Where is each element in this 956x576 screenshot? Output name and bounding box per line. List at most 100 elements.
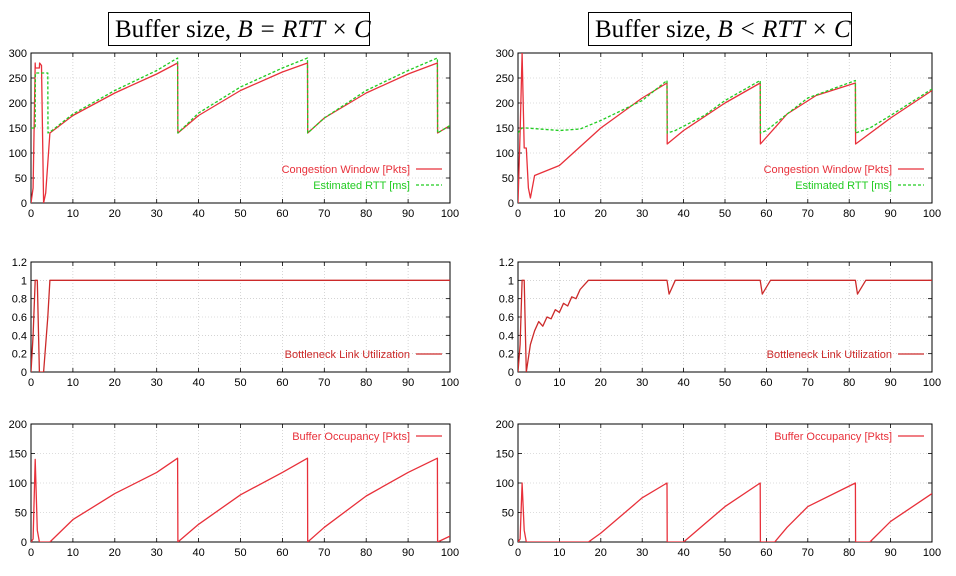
y-tick-label: 0 <box>508 198 514 210</box>
y-tick-label: 0.8 <box>499 294 514 306</box>
y-tick-label: 300 <box>9 48 27 60</box>
legend-label-0: Buffer Occupancy [Pkts] <box>774 431 892 443</box>
x-tick-label: 10 <box>67 377 79 389</box>
title-right-math: B < RTT × C <box>717 16 851 43</box>
y-tick-label: 200 <box>496 419 514 431</box>
x-tick-label: 10 <box>553 547 565 559</box>
x-tick-label: 30 <box>636 547 648 559</box>
y-tick-label: 0 <box>508 367 514 379</box>
x-tick-label: 10 <box>67 547 79 559</box>
right-util-chart: 0 10 20 30 40 50 60 70 80 90 100 0 0.2 0.4 0.6 0.8 1 1.2 B… <box>499 257 941 389</box>
legend-label-0: Buffer Occupancy [Pkts] <box>292 431 410 443</box>
x-tick-label: 60 <box>760 208 772 220</box>
x-tick-label: 80 <box>843 377 855 389</box>
series-line-0 <box>518 482 932 542</box>
x-tick-label: 100 <box>923 377 941 389</box>
x-tick-label: 20 <box>595 208 607 220</box>
x-tick-label: 50 <box>719 208 731 220</box>
y-tick-label: 250 <box>9 73 27 85</box>
y-tick-label: 50 <box>15 508 27 520</box>
y-tick-label: 1 <box>508 275 514 287</box>
x-tick-label: 40 <box>192 547 204 559</box>
x-tick-label: 50 <box>234 208 246 220</box>
title-left: Buffer size, B = RTT × C <box>108 12 371 46</box>
x-tick-label: 70 <box>802 547 814 559</box>
x-tick-label: 70 <box>318 208 330 220</box>
series-line-0 <box>518 279 932 372</box>
x-tick-label: 50 <box>719 377 731 389</box>
x-tick-label: 80 <box>360 547 372 559</box>
y-tick-label: 50 <box>502 508 514 520</box>
x-tick-label: 90 <box>402 208 414 220</box>
y-tick-label: 300 <box>496 48 514 60</box>
x-tick-label: 30 <box>636 208 648 220</box>
x-tick-label: 100 <box>441 547 459 559</box>
y-tick-label: 0.2 <box>499 349 514 361</box>
x-tick-label: 0 <box>515 377 521 389</box>
y-tick-label: 200 <box>496 98 514 110</box>
x-tick-label: 90 <box>884 208 896 220</box>
y-tick-label: 1.2 <box>12 257 27 269</box>
x-tick-label: 60 <box>276 377 288 389</box>
x-tick-label: 50 <box>719 547 731 559</box>
x-tick-label: 40 <box>677 377 689 389</box>
y-tick-label: 150 <box>9 449 27 461</box>
x-tick-label: 20 <box>595 547 607 559</box>
title-right: Buffer size, B < RTT × C <box>588 12 852 46</box>
x-tick-label: 100 <box>923 208 941 220</box>
x-tick-label: 60 <box>276 547 288 559</box>
series-line-1 <box>31 57 450 134</box>
y-tick-label: 200 <box>9 419 27 431</box>
y-tick-label: 0.6 <box>499 312 514 324</box>
series-line-0 <box>31 62 450 203</box>
title-left-math: B = RTT × C <box>237 16 371 43</box>
legend-label-0: Congestion Window [Pkts] <box>764 164 892 176</box>
right-cwnd-chart: 0 10 20 30 40 50 60 70 80 90 100 0 50 100 150 200 250 300… <box>496 48 942 220</box>
x-tick-label: 60 <box>760 547 772 559</box>
y-tick-label: 100 <box>496 148 514 160</box>
y-tick-label: 0 <box>508 537 514 549</box>
right-buffer-chart: 0 10 20 30 40 50 60 70 80 90 100 0 50 100 150 200 Buffer… <box>496 419 942 559</box>
x-tick-label: 20 <box>109 208 121 220</box>
x-tick-label: 20 <box>109 377 121 389</box>
x-tick-label: 30 <box>151 377 163 389</box>
x-tick-label: 80 <box>843 547 855 559</box>
legend-label-0: Congestion Window [Pkts] <box>282 164 410 176</box>
x-tick-label: 80 <box>843 208 855 220</box>
y-tick-label: 150 <box>496 123 514 135</box>
x-tick-label: 30 <box>636 377 648 389</box>
title-left-prefix: Buffer size, <box>115 16 238 43</box>
y-tick-label: 50 <box>15 173 27 185</box>
x-tick-label: 40 <box>192 208 204 220</box>
x-tick-label: 10 <box>553 377 565 389</box>
series-line-0 <box>31 279 450 372</box>
y-tick-label: 100 <box>9 478 27 490</box>
x-tick-label: 60 <box>276 208 288 220</box>
left-buffer-chart: 0 10 20 30 40 50 60 70 80 90 100 0 50 100 150 200 Buffer… <box>9 419 460 559</box>
x-tick-label: 70 <box>318 547 330 559</box>
x-tick-label: 0 <box>515 208 521 220</box>
legend-label-0: Bottleneck Link Utilization <box>767 349 892 361</box>
title-right-prefix: Buffer size, <box>595 16 718 43</box>
x-tick-label: 50 <box>234 377 246 389</box>
left-util-chart: 0 10 20 30 40 50 60 70 80 90 100 0 0.2 0.4 0.6 0.8 1 1.2 B… <box>12 257 459 389</box>
x-tick-label: 50 <box>234 547 246 559</box>
y-tick-label: 0 <box>21 367 27 379</box>
x-tick-label: 40 <box>677 547 689 559</box>
y-tick-label: 0 <box>21 198 27 210</box>
y-tick-label: 0.4 <box>499 330 514 342</box>
x-tick-label: 70 <box>802 208 814 220</box>
legend-label-0: Bottleneck Link Utilization <box>285 349 410 361</box>
x-tick-label: 90 <box>884 377 896 389</box>
x-tick-label: 100 <box>441 208 459 220</box>
x-tick-label: 30 <box>151 547 163 559</box>
y-tick-label: 50 <box>502 173 514 185</box>
x-tick-label: 10 <box>553 208 565 220</box>
y-tick-label: 250 <box>496 73 514 85</box>
x-tick-label: 0 <box>28 547 34 559</box>
y-tick-label: 0.4 <box>12 330 27 342</box>
legend-label-1: Estimated RTT [ms] <box>313 180 410 192</box>
x-tick-label: 40 <box>677 208 689 220</box>
y-tick-label: 0.6 <box>12 312 27 324</box>
y-tick-label: 0.8 <box>12 294 27 306</box>
